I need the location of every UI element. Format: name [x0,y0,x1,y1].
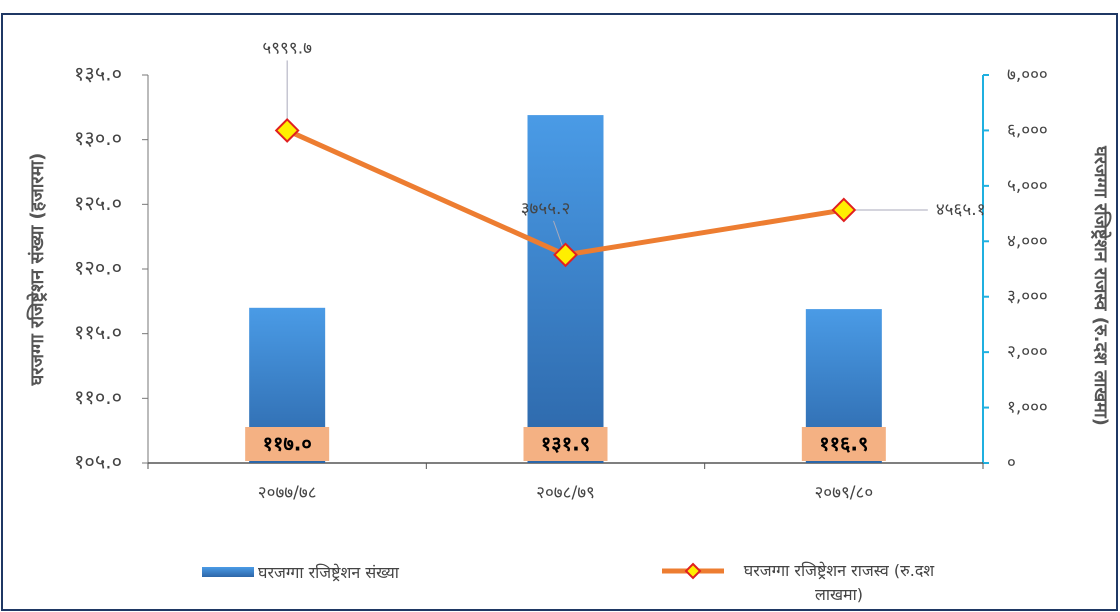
x-tick-label: २०७९/८० [814,483,873,503]
marker [274,118,300,143]
y2-tick-label: ५,००० [1007,176,1048,196]
y2-tick-label: ० [1007,453,1016,473]
legend-item: घरजग्गा रजिष्ट्रेशन संख्या [202,561,399,583]
value-label-box [801,427,886,461]
y2-tick-label: २,००० [1007,342,1048,362]
y-tick-label: ११०.० [74,385,122,409]
value-label-box [523,427,608,461]
y-tick-label: १०५.० [74,450,122,474]
value-label: ३७५५.२ [521,199,571,219]
bar [527,115,604,464]
legend-swatch [662,562,724,580]
y2-tick-label: १,००० [1007,398,1048,418]
value-label: ४५६५.१ [936,200,986,220]
marker [553,242,578,268]
y-tick-label: १२५.० [74,191,122,215]
y-tick-label: १३५.० [74,62,122,86]
value-label-box [245,427,330,461]
legend-label: घरजग्गा रजिष्ट्रेशन संख्या [258,563,399,582]
y-tick-label: ११५.० [74,320,122,344]
y2-tick-label: ६,००० [1007,120,1048,140]
legend-swatch [202,567,254,577]
x-tick-label: २०७८/७९ [536,483,595,503]
y-tick-label: १२०.० [74,256,122,280]
y2-tick-label: ७,००० [1007,65,1048,85]
legend-item: घरजग्गा रजिष्ट्रेशन राजस्व (रु.दश लाखमा) [662,561,954,607]
value-label: ११६.९ [819,432,868,456]
y2-axis-label: घरजग्गा रजिष्ट्रेशन राजस्व (रु.दश लाखमा) [1090,145,1112,426]
y2-tick-label: ३,००० [1007,287,1048,307]
y-axis-label: घरजग्गा रजिष्ट्रेशन संख्या (हजारमा) [26,153,48,387]
y-tick-label: १३०.० [74,126,122,150]
value-label: ५९९९.७ [262,38,312,58]
value-label: १३१.९ [541,432,590,456]
y2-tick-label: ४,००० [1007,231,1048,251]
legend-label: घरजग्गा रजिष्ट्रेशन राजस्व (रु.दश लाखमा) [743,561,935,604]
value-label: ११७.० [263,432,312,456]
marker [831,197,857,223]
x-tick-label: २०७७/७८ [258,483,317,503]
frame [1,13,1118,611]
